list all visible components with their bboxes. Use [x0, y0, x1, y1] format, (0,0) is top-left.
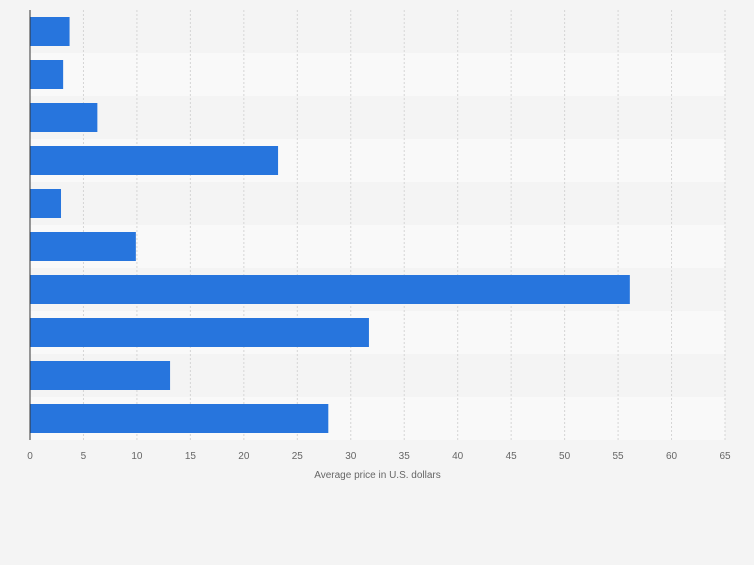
- bars: [30, 17, 630, 433]
- x-tick-label: 20: [238, 451, 250, 462]
- bar[interactable]: [30, 60, 64, 89]
- row-band: [30, 96, 725, 139]
- x-tick-label: 5: [81, 451, 87, 462]
- x-tick-label: 35: [399, 451, 411, 462]
- bar[interactable]: [30, 146, 279, 175]
- row-band: [30, 182, 725, 225]
- x-tick-label: 15: [185, 451, 197, 462]
- x-tick-label: 0: [27, 451, 33, 462]
- bar[interactable]: [30, 404, 329, 433]
- x-tick-label: 25: [292, 451, 304, 462]
- row-band: [30, 10, 725, 53]
- x-tick-labels: 0 5 10 15 20 25 30 35 40 45 50 55 60 65: [27, 451, 731, 462]
- x-tick-label: 10: [131, 451, 143, 462]
- x-tick-label: 30: [345, 451, 357, 462]
- row-band: [30, 225, 725, 268]
- x-tick-label: 60: [666, 451, 678, 462]
- x-tick-label: 40: [452, 451, 464, 462]
- x-tick-label: 65: [719, 451, 731, 462]
- bar[interactable]: [30, 232, 136, 261]
- x-tick-label: 45: [506, 451, 518, 462]
- bar[interactable]: [30, 361, 171, 390]
- bar[interactable]: [30, 103, 98, 132]
- bar[interactable]: [30, 275, 630, 304]
- row-band: [30, 53, 725, 96]
- bar[interactable]: [30, 17, 70, 46]
- bar[interactable]: [30, 318, 369, 347]
- x-tick-label: 50: [559, 451, 571, 462]
- x-axis-title: Average price in U.S. dollars: [314, 470, 441, 481]
- bar[interactable]: [30, 189, 62, 218]
- x-tick-label: 55: [613, 451, 625, 462]
